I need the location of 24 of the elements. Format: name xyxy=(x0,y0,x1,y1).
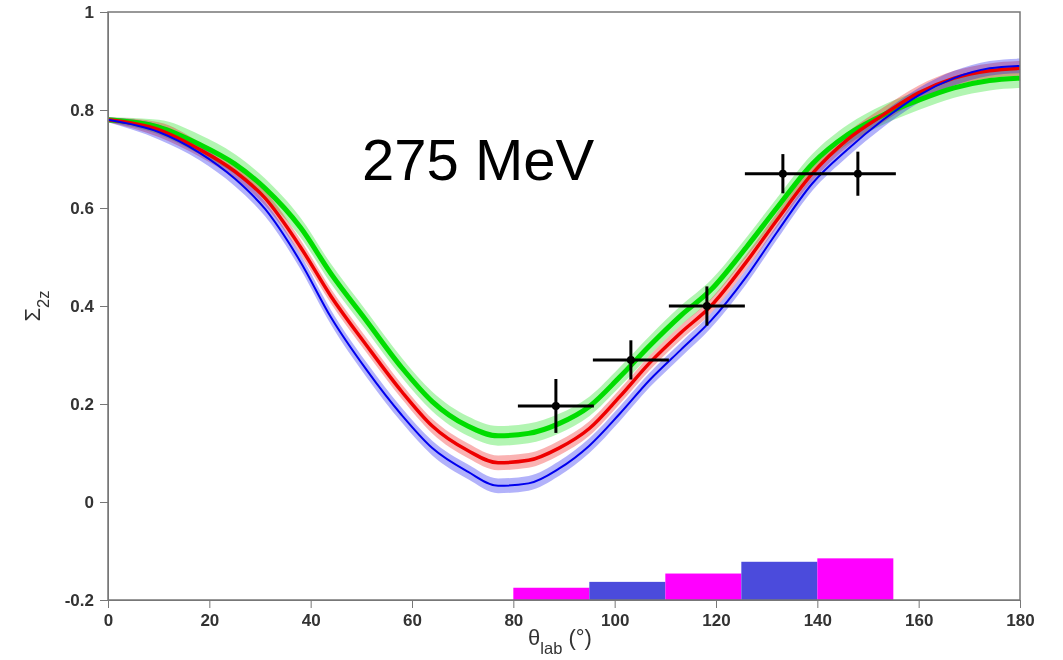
y-tick-label: 0.4 xyxy=(70,296,95,316)
y-tick-label: 0.6 xyxy=(70,198,94,218)
point xyxy=(853,169,862,178)
annotation: 275 MeV xyxy=(362,127,595,192)
x-tick-label: 60 xyxy=(403,611,422,631)
y-tick-label: 0 xyxy=(84,492,94,512)
point xyxy=(626,355,635,364)
x-tick-label: 20 xyxy=(200,611,220,631)
point xyxy=(551,401,560,410)
x-tick-label: 0 xyxy=(103,611,114,631)
x-tick-label: 120 xyxy=(702,611,731,631)
x-tick-label: 160 xyxy=(904,611,934,631)
y-tick-label: 0.8 xyxy=(70,100,94,120)
point xyxy=(778,169,787,178)
x-tick-label: 140 xyxy=(803,611,833,631)
y-tick-label: 0.2 xyxy=(70,394,94,414)
point xyxy=(702,302,711,310)
y-tick-label: -0.2 xyxy=(64,590,94,610)
x-tick-label: 180 xyxy=(1006,611,1035,631)
x-tick-label: 40 xyxy=(301,611,321,631)
y-tick-label: 1 xyxy=(84,2,94,22)
x-axis-title: θ$_{lab}$ (°) xyxy=(528,625,592,657)
x-tick-label: 80 xyxy=(504,611,524,631)
x-tick-label: 100 xyxy=(600,611,630,631)
